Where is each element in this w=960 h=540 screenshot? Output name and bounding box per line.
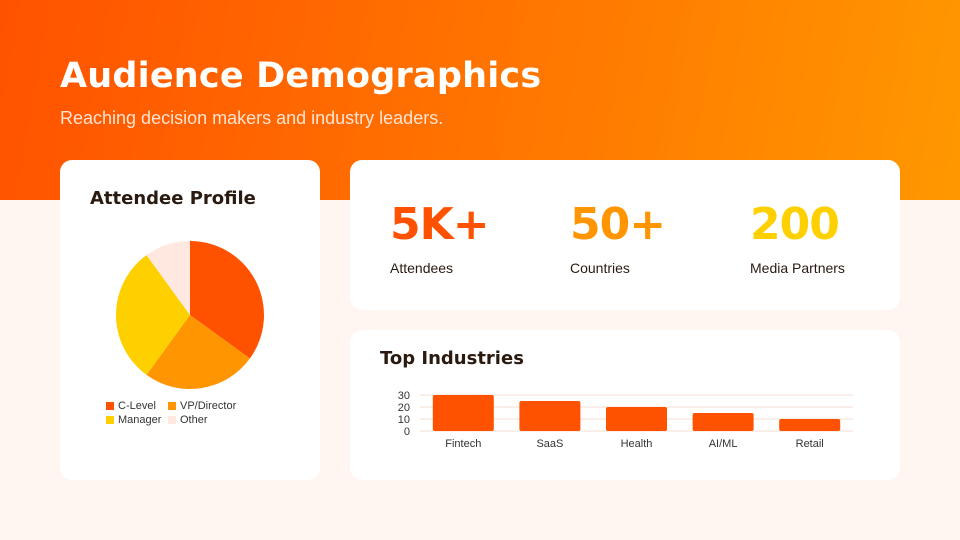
pie-slice-c-level: [190, 241, 264, 359]
attendee-profile-card: Attendee Profile C-Level VP/Director Manag…: [60, 160, 320, 480]
top-industries-title: Top Industries: [380, 348, 524, 369]
page-title: Audience Demographics: [60, 56, 542, 96]
pie-legend: C-Level VP/Director Manager Other: [106, 400, 276, 426]
legend-swatch: [106, 416, 114, 424]
legend-swatch: [168, 402, 176, 410]
top-industries-card: Top Industries 0 10 20 30 Fintech SaaS Health A…: [350, 330, 900, 480]
stat-countries: 50+ Countries: [570, 199, 666, 277]
legend-item-c-level: C-Level: [106, 400, 168, 412]
stat-value: 5K+: [390, 199, 490, 250]
pie-slice-manager: [115, 255, 190, 375]
x-tick-label: SaaS: [536, 438, 563, 450]
attendee-pie-chart: [115, 241, 264, 389]
legend-label: Other: [180, 414, 208, 426]
x-tick-label: Fintech: [445, 438, 481, 450]
legend-item-vp-director: VP/Director: [168, 400, 268, 412]
y-tick-label: 0: [404, 426, 410, 438]
attendee-profile-title: Attendee Profile: [90, 188, 256, 209]
stat-label: Countries: [570, 260, 630, 276]
bar-health: [606, 407, 667, 431]
y-tick-label: 10: [398, 414, 410, 426]
stat-attendees: 5K+ Attendees: [390, 199, 490, 277]
y-tick-label: 20: [398, 402, 410, 414]
stat-value: 200: [750, 199, 840, 250]
pie-slice-vp-director: [146, 315, 250, 389]
stat-value: 50+: [570, 199, 666, 250]
legend-swatch: [168, 416, 176, 424]
bar-ai-ml: [692, 413, 754, 431]
stat-label: Media Partners: [750, 260, 845, 276]
x-tick-label: Retail: [796, 438, 824, 450]
legend-item-other: Other: [168, 414, 268, 426]
key-stats-card: 5K+ Attendees 50+ Countries 200 Media Pa…: [350, 160, 900, 310]
bar-fintech: [432, 395, 494, 431]
bar-saas: [519, 401, 581, 431]
legend-swatch: [106, 402, 114, 410]
legend-label: VP/Director: [180, 400, 237, 412]
bar-retail: [779, 419, 841, 431]
pie-slice-other: [146, 241, 190, 315]
legend-label: Manager: [118, 414, 162, 426]
x-tick-label: AI/ML: [709, 438, 738, 450]
x-tick-label: Health: [621, 438, 653, 450]
y-tick-label: 30: [398, 390, 410, 402]
legend-label: C-Level: [118, 400, 156, 412]
stat-media-partners: 200 Media Partners: [750, 199, 845, 277]
legend-item-manager: Manager: [106, 414, 168, 426]
page-subtitle: Reaching decision makers and industry le…: [60, 108, 444, 128]
stat-label: Attendees: [390, 260, 454, 276]
